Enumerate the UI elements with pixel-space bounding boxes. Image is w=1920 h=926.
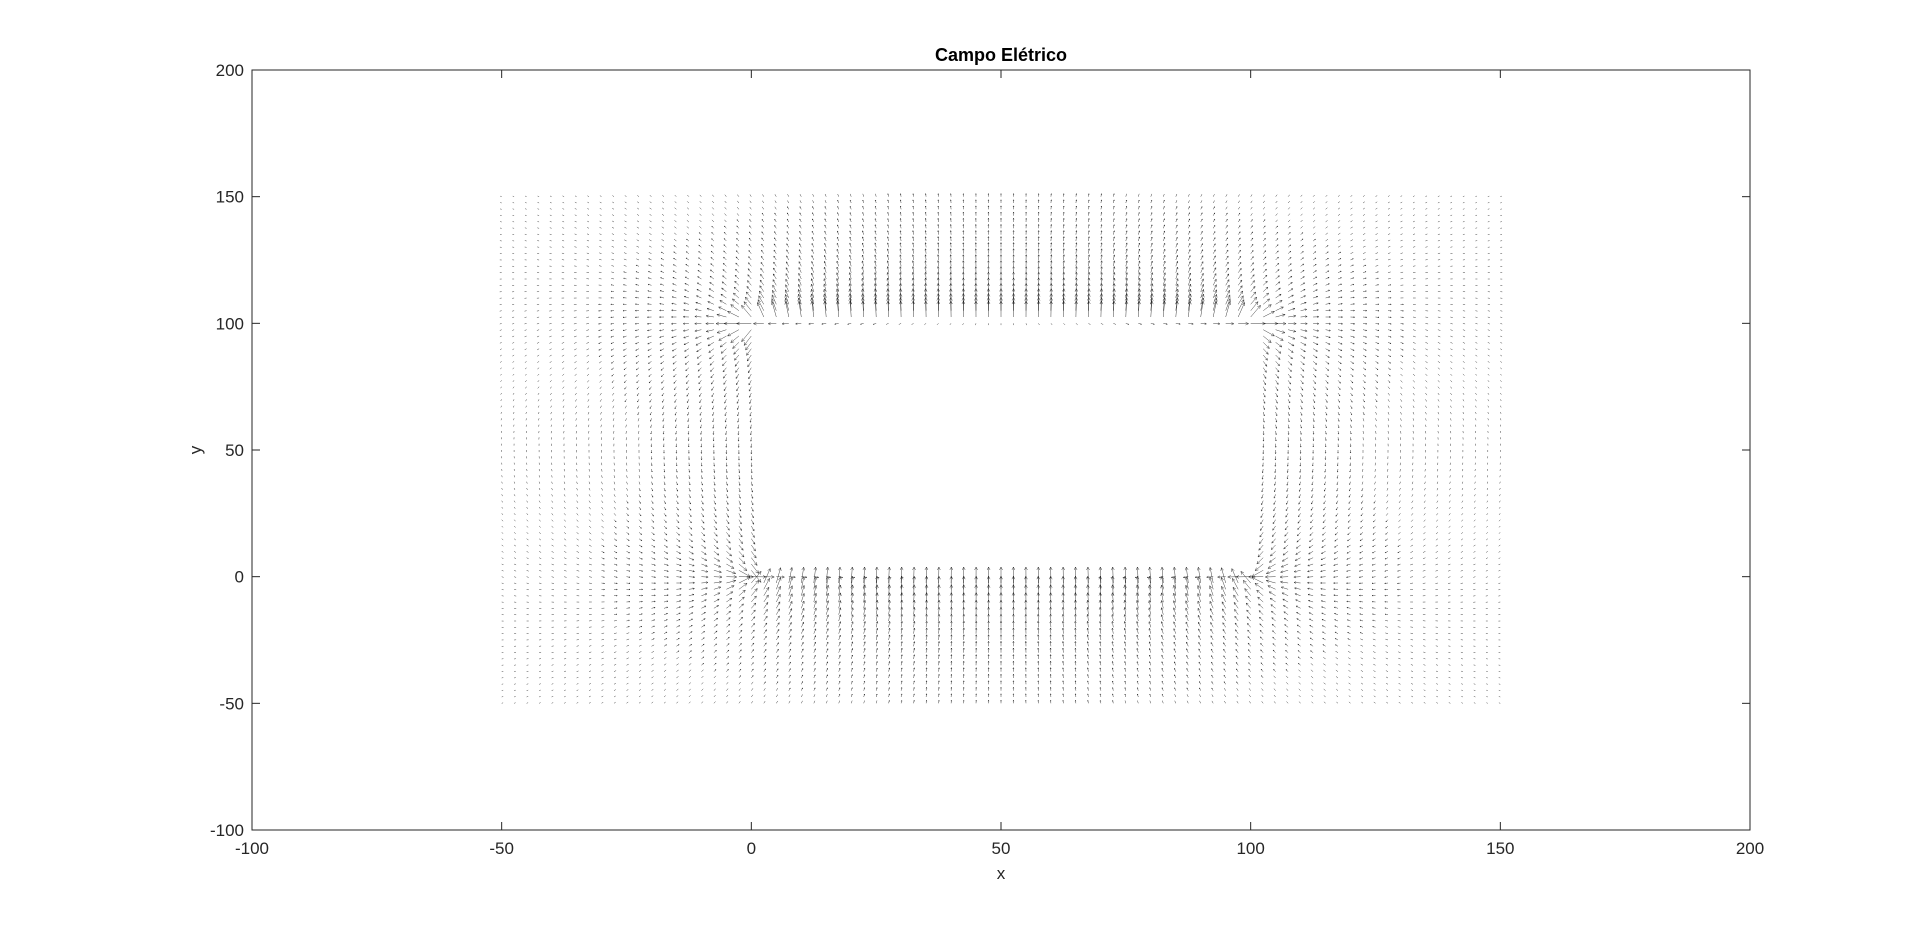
x-tick-label: 0 — [747, 839, 756, 858]
axes-box — [251, 69, 1751, 831]
y-tick-label: -100 — [210, 821, 244, 840]
y-tick-label: 200 — [216, 61, 244, 80]
field-vectors — [499, 193, 1503, 704]
x-tick-label: -100 — [235, 839, 269, 858]
y-tick-label: 0 — [235, 568, 244, 587]
x-tick-label: 150 — [1486, 839, 1514, 858]
axes-background — [252, 70, 1750, 830]
x-tick-label: 50 — [992, 839, 1011, 858]
axis-ticks — [251, 69, 1751, 831]
plot-area — [251, 69, 1751, 831]
x-axis-label: x — [997, 864, 1006, 883]
y-tick-label: 50 — [225, 441, 244, 460]
x-tick-label: 200 — [1736, 839, 1764, 858]
x-tick-labels: -100 -50 0 50 100 150 200 — [235, 839, 1764, 858]
y-axis-label: y — [186, 445, 205, 454]
y-tick-label: 100 — [216, 314, 244, 333]
y-tick-label: 150 — [216, 188, 244, 207]
y-tick-labels: -100 -50 0 50 100 150 200 — [210, 61, 244, 840]
quiver-arrows — [499, 193, 1503, 704]
y-tick-label: -50 — [219, 694, 244, 713]
x-tick-label: -50 — [489, 839, 514, 858]
x-tick-label: 100 — [1236, 839, 1264, 858]
chart-title: Campo Elétrico — [935, 45, 1067, 65]
